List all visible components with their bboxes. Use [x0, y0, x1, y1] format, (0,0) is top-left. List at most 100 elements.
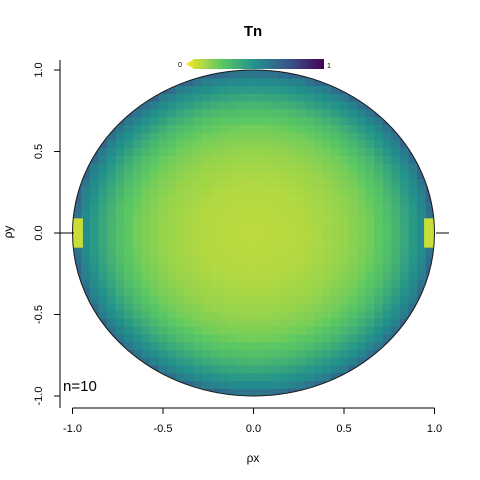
heatmap-cell	[374, 201, 384, 211]
heatmap-cell	[313, 271, 324, 281]
heatmap-cell	[184, 77, 194, 87]
heatmap-cell	[219, 287, 229, 296]
heatmap-cell	[374, 287, 384, 296]
heatmap-cell	[210, 287, 220, 296]
heatmap-cell	[313, 372, 324, 382]
heatmap-cell	[193, 170, 203, 180]
heatmap-cell	[287, 178, 298, 188]
heatmap-cell	[279, 70, 289, 79]
heatmap-cell	[210, 279, 220, 288]
heatmap-cell	[106, 116, 117, 125]
heatmap-cell	[279, 302, 289, 312]
heatmap-cell	[356, 248, 367, 257]
heatmap-cell	[227, 93, 237, 102]
heatmap-cell	[408, 163, 418, 172]
heatmap-cell	[262, 147, 272, 156]
heatmap-cell	[158, 295, 168, 304]
heatmap-cell	[391, 341, 401, 351]
heatmap-cell	[417, 155, 427, 164]
heatmap-cell	[115, 225, 125, 234]
heatmap-cell	[201, 233, 212, 242]
heatmap-cell	[124, 170, 134, 180]
heatmap-cell	[305, 240, 315, 250]
heatmap-cell	[313, 225, 324, 234]
heatmap-cell	[175, 295, 186, 304]
heatmap-cell	[167, 163, 177, 172]
heatmap-cell	[331, 271, 341, 281]
heatmap-cell	[391, 256, 401, 265]
heatmap-cell	[408, 217, 418, 226]
heatmap-cell	[374, 295, 384, 304]
heatmap-cell	[141, 170, 151, 180]
heatmap-cell	[279, 333, 289, 343]
heatmap-cell	[150, 209, 160, 219]
heatmap-cell	[175, 132, 186, 141]
heatmap-cell	[348, 155, 358, 164]
heatmap-cell	[236, 341, 246, 351]
heatmap-cell	[408, 248, 418, 257]
heatmap-cell	[201, 248, 212, 257]
heatmap-cell	[167, 341, 177, 351]
heatmap-cell	[132, 209, 143, 219]
heatmap-cell	[374, 271, 384, 281]
heatmap-cell	[253, 233, 263, 242]
heatmap-cell	[322, 209, 332, 219]
heatmap-cell	[417, 302, 427, 312]
heatmap-cell	[382, 163, 393, 172]
heatmap-cell	[184, 70, 194, 79]
heatmap-cell	[244, 295, 255, 304]
heatmap-cell	[331, 108, 341, 118]
heatmap-cell	[253, 333, 263, 343]
heatmap-cell	[408, 155, 418, 164]
heatmap-cell	[219, 132, 229, 141]
heatmap-cell	[365, 326, 375, 335]
heatmap-cell	[365, 201, 375, 211]
heatmap-cell	[262, 295, 272, 304]
heatmap-cell	[201, 349, 212, 358]
heatmap-cell	[305, 186, 315, 195]
heatmap-cell	[158, 163, 168, 172]
heatmap-cell	[262, 186, 272, 195]
heatmap-cell	[339, 295, 349, 304]
heatmap-cell	[356, 264, 367, 273]
heatmap-cell	[391, 178, 401, 188]
heatmap-cell	[236, 326, 246, 335]
heatmap-cell	[193, 295, 203, 304]
heatmap-cell	[348, 163, 358, 172]
heatmap-cell	[339, 349, 349, 358]
heatmap-cell	[98, 124, 108, 133]
heatmap-cell	[382, 279, 393, 288]
heatmap-cell	[296, 248, 306, 257]
heatmap-cell	[201, 108, 212, 118]
heatmap-cell	[244, 318, 255, 327]
heatmap-cell	[262, 163, 272, 172]
heatmap-cell	[253, 287, 263, 296]
heatmap-cell	[167, 310, 177, 319]
heatmap-cell	[374, 132, 384, 141]
heatmap-cell	[279, 318, 289, 327]
heatmap-cell	[236, 295, 246, 304]
heatmap-cell	[313, 240, 324, 250]
heatmap-cell	[141, 155, 151, 164]
heatmap-cell	[150, 124, 160, 133]
heatmap-cell	[124, 116, 134, 125]
heatmap-cell	[270, 318, 280, 327]
heatmap-cell	[296, 217, 306, 226]
heatmap-cell	[244, 349, 255, 358]
heatmap-cell	[227, 248, 237, 257]
heatmap-cell	[141, 264, 151, 273]
heatmap-cell	[89, 287, 99, 296]
heatmap-cell	[322, 302, 332, 312]
heatmap-cell	[201, 295, 212, 304]
heatmap-cell	[279, 364, 289, 374]
heatmap-cell	[158, 194, 168, 203]
heatmap-cell	[81, 271, 91, 281]
heatmap-cell	[296, 364, 306, 374]
heatmap-cell	[227, 318, 237, 327]
heatmap-cell	[313, 93, 324, 102]
heatmap-cell	[158, 357, 168, 366]
heatmap-cell	[408, 279, 418, 288]
heatmap-cell	[132, 155, 143, 164]
heatmap-cell	[339, 155, 349, 164]
heatmap-cell	[296, 233, 306, 242]
